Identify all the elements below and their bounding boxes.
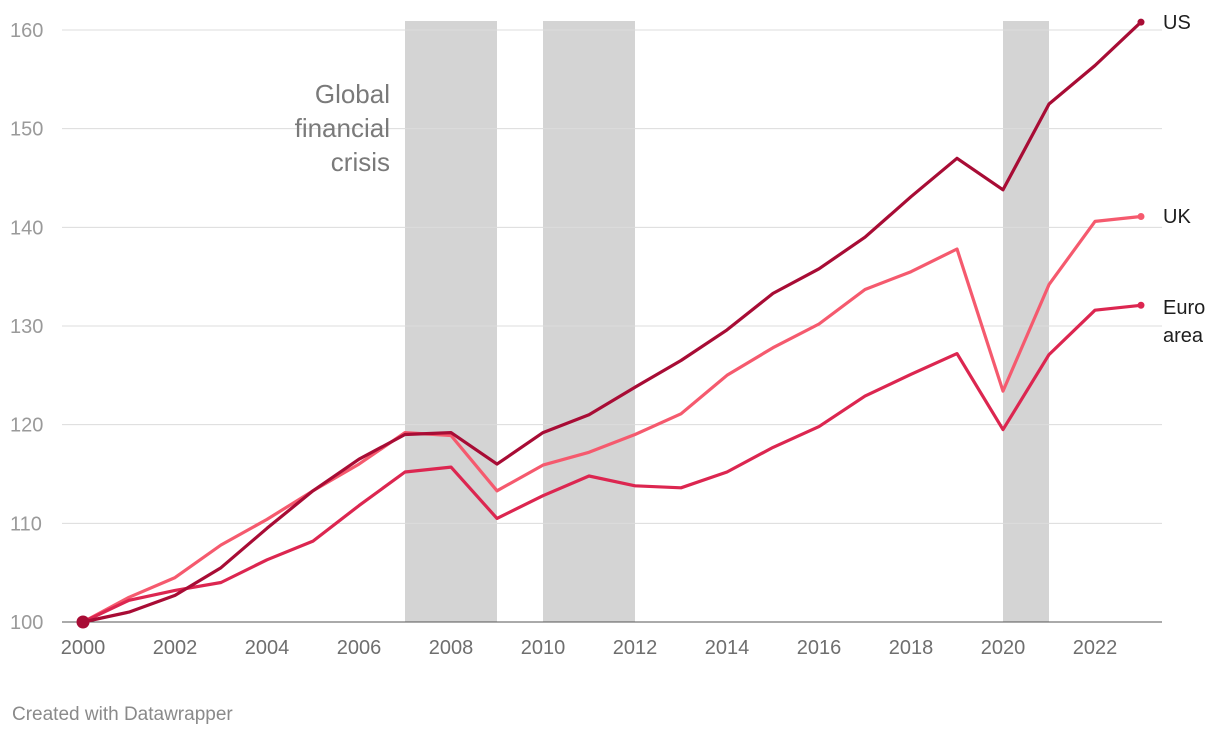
x-tick-label-2020: 2020 (981, 637, 1026, 659)
y-tick-label-150: 150 (10, 119, 43, 141)
shaded-period-2007-2009 (405, 21, 497, 622)
annotation-line-2: financial (295, 113, 390, 143)
x-tick-label-2014: 2014 (705, 637, 750, 659)
x-tick-label-2012: 2012 (613, 637, 658, 659)
y-axis-ticks: 100 110 120 130 140 150 160 (10, 20, 43, 634)
series-line-uk (81, 214, 1143, 624)
shaded-periods (405, 21, 1049, 622)
y-tick-label-160: 160 (10, 20, 43, 42)
series-labels: US UK Euro area (1163, 12, 1205, 347)
series-label-us: US (1163, 12, 1191, 34)
line-chart: Global financial crisis 1001101201301401… (10, 12, 1205, 659)
datawrapper-credit: Created with Datawrapper (12, 704, 233, 725)
y-tick-label-110: 110 (10, 513, 42, 535)
annotation-line-3: crisis (331, 147, 390, 177)
x-tick-label-2000: 2000 (61, 637, 106, 659)
y-tick-label-130: 130 (10, 316, 43, 338)
y-tick-label-100: 100 (10, 612, 43, 634)
y-tick-label-120: 120 (10, 415, 43, 437)
x-tick-label-2002: 2002 (153, 637, 198, 659)
shaded-period-2020-2021 (1003, 21, 1049, 622)
start-marker (76, 615, 90, 629)
end-marker-euro-area (1137, 301, 1145, 309)
y-gridlines (62, 29, 1162, 524)
x-axis-ticks: 2000 2002 2004 2006 2008 2010 2012 2014 2016 2018… (61, 637, 1118, 659)
end-marker-uk (1137, 212, 1145, 220)
annotation-line-1: Global (315, 79, 390, 109)
x-tick-label-2004: 2004 (245, 637, 290, 659)
series-line-us (81, 20, 1143, 624)
x-tick-label-2006: 2006 (337, 637, 382, 659)
series-line-euro-area (81, 303, 1143, 624)
x-tick-label-2010: 2010 (521, 637, 566, 659)
series-lines (76, 18, 1145, 629)
x-tick-label-2008: 2008 (429, 637, 474, 659)
series-label-euro-area-1: Euro (1163, 297, 1205, 319)
shaded-period-2010-2012 (543, 21, 635, 622)
x-tick-label-2018: 2018 (889, 637, 934, 659)
end-marker-us (1137, 18, 1145, 26)
x-tick-label-2022: 2022 (1073, 637, 1118, 659)
crisis-annotation: Global financial crisis (295, 79, 390, 177)
series-label-uk: UK (1163, 206, 1191, 228)
x-tick-label-2016: 2016 (797, 637, 842, 659)
series-label-euro-area-2: area (1163, 325, 1204, 347)
y-tick-label-140: 140 (10, 217, 43, 239)
